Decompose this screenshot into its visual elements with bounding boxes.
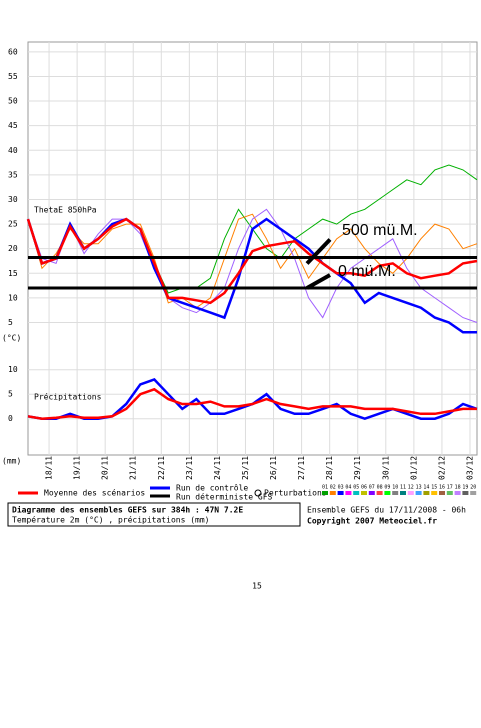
panel-label: Précipitations <box>34 392 102 402</box>
annotation-arrow <box>306 273 331 290</box>
x-tick-label: 25/11 <box>241 456 250 480</box>
series-line <box>27 213 478 309</box>
member-swatch <box>329 491 336 495</box>
member-swatch <box>439 491 445 495</box>
member-swatch <box>376 491 383 495</box>
y-tick-label: 60 <box>8 47 18 56</box>
y-tick-label: 55 <box>8 72 18 81</box>
y-tick-label: 0 <box>8 414 13 423</box>
series-line <box>26 217 478 305</box>
member-label: 17 <box>447 485 453 491</box>
x-tick-label: 22/11 <box>157 456 166 480</box>
y-tick-label: 50 <box>8 97 18 106</box>
y-tick-label: 40 <box>8 146 18 155</box>
member-swatch <box>415 491 422 495</box>
member-swatch <box>353 491 360 495</box>
y-unit: (mm) <box>2 457 21 466</box>
member-label: 10 <box>392 485 398 491</box>
member-label: 19 <box>462 485 468 491</box>
member-swatch <box>345 491 352 495</box>
y-tick-label: 45 <box>8 121 18 130</box>
x-tick-label: 28/11 <box>325 456 334 480</box>
x-tick-label: 30/11 <box>381 456 390 480</box>
x-tick-label: 01/12 <box>409 456 418 480</box>
member-swatch <box>470 491 477 495</box>
member-swatch <box>384 491 391 495</box>
page-number: 15 <box>252 582 262 591</box>
member-label: 12 <box>408 485 414 491</box>
y-unit: (°C) <box>2 334 21 343</box>
member-swatch <box>368 491 375 495</box>
x-tick-label: 20/11 <box>101 456 110 480</box>
x-tick-label: 27/11 <box>297 456 306 480</box>
x-tick-label: 29/11 <box>353 456 362 480</box>
member-label: 04 <box>345 485 351 491</box>
x-tick-label: 24/11 <box>213 456 222 480</box>
member-label: 02 <box>330 485 336 491</box>
member-swatch <box>407 491 414 495</box>
member-label: 16 <box>439 485 445 491</box>
member-label: 09 <box>384 485 390 491</box>
member-swatch <box>322 491 328 495</box>
member-swatch <box>400 491 406 495</box>
panel-label: ThetaE 850hPa <box>34 206 97 215</box>
y-tick-label: 15 <box>8 269 18 278</box>
member-swatch <box>462 491 469 495</box>
member-label: 07 <box>369 485 375 491</box>
member-label: 01 <box>322 485 328 491</box>
x-tick-label: 26/11 <box>269 456 278 480</box>
member-label: 08 <box>377 485 383 491</box>
info-box <box>7 502 301 527</box>
series-line <box>27 387 477 420</box>
x-tick-label: 23/11 <box>185 456 194 480</box>
member-swatch <box>454 491 461 495</box>
member-swatch <box>337 491 344 495</box>
info-subtitle: Température 2m (°C) , précipitations (mm… <box>12 515 209 525</box>
legend-label: Perturbations <box>264 489 327 498</box>
x-tick-label: 21/11 <box>129 456 138 480</box>
member-label: 14 <box>423 485 429 491</box>
member-swatch <box>361 491 367 495</box>
member-label: 15 <box>431 485 437 491</box>
info-title: Diagramme des ensembles GEFS sur 384h : … <box>12 505 243 515</box>
member-label: 06 <box>361 485 367 491</box>
y-tick-label: 5 <box>8 318 13 327</box>
legend-label: Run de contrôle <box>176 483 248 493</box>
y-tick-label: 10 <box>8 365 18 374</box>
run-info: Ensemble GEFS du 17/11/2008 - 06h <box>307 506 466 515</box>
member-swatch <box>431 491 438 495</box>
member-label: 05 <box>353 485 359 491</box>
x-tick-label: 19/11 <box>73 456 82 480</box>
legend-icon <box>254 489 262 497</box>
member-swatch <box>423 491 430 495</box>
member-label: 03 <box>338 485 344 491</box>
member-swatch <box>392 491 399 495</box>
x-tick-label: 02/12 <box>437 456 446 480</box>
copyright: Copyright 2007 Meteociel.fr <box>307 516 437 526</box>
annotation-text: 500 mü.M. <box>342 222 418 239</box>
member-label: 11 <box>400 485 406 491</box>
y-tick-label: 25 <box>8 220 18 229</box>
y-tick-label: 20 <box>8 244 18 253</box>
x-tick-label: 03/12 <box>465 456 474 480</box>
y-tick-label: 5 <box>8 390 13 399</box>
member-label: 20 <box>470 485 476 491</box>
legend-label: Run déterministe GFS <box>176 492 273 502</box>
y-tick-label: 35 <box>8 170 18 179</box>
y-tick-label: 30 <box>8 195 18 204</box>
member-label: 13 <box>416 485 422 491</box>
x-tick-label: 18/11 <box>45 456 54 480</box>
member-label: 18 <box>455 485 461 491</box>
legend-label: Moyenne des scénarios <box>44 488 145 498</box>
annotation-text: 0 mü.M. <box>338 263 396 280</box>
annotation-arrow <box>305 238 332 265</box>
y-tick-label: 10 <box>8 293 18 302</box>
member-swatch <box>446 491 453 495</box>
